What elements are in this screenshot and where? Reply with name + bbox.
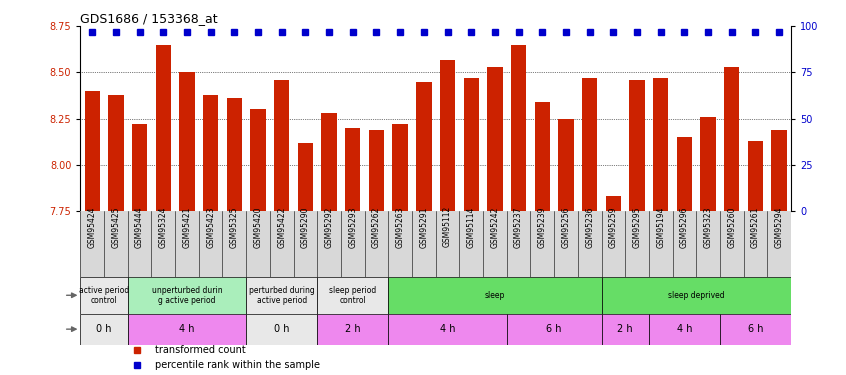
Text: sleep: sleep xyxy=(485,291,505,300)
Bar xyxy=(700,117,716,211)
Bar xyxy=(535,102,550,211)
Bar xyxy=(606,196,621,211)
Text: sleep period
control: sleep period control xyxy=(329,286,376,305)
Bar xyxy=(507,314,602,345)
Bar xyxy=(464,78,479,211)
Bar xyxy=(772,130,787,211)
Bar xyxy=(602,277,791,314)
Text: 0 h: 0 h xyxy=(274,324,289,334)
Text: sleep deprived: sleep deprived xyxy=(668,291,724,300)
Bar xyxy=(128,277,246,314)
Bar xyxy=(298,143,313,211)
Text: active period
control: active period control xyxy=(79,286,129,305)
Bar xyxy=(416,82,431,211)
Text: 4 h: 4 h xyxy=(440,324,455,334)
Bar xyxy=(440,60,455,211)
Text: 4 h: 4 h xyxy=(179,324,195,334)
Bar xyxy=(653,78,668,211)
Bar xyxy=(85,91,100,211)
Bar xyxy=(511,45,526,211)
Bar xyxy=(317,314,388,345)
Bar xyxy=(246,277,317,314)
Bar xyxy=(250,110,266,211)
Bar xyxy=(393,124,408,211)
Bar xyxy=(649,314,720,345)
Bar xyxy=(629,80,645,211)
Bar xyxy=(602,314,649,345)
Text: 2 h: 2 h xyxy=(345,324,360,334)
Bar xyxy=(724,67,739,211)
Bar xyxy=(321,113,337,211)
Bar xyxy=(720,314,791,345)
Bar xyxy=(203,94,218,211)
Text: 2 h: 2 h xyxy=(618,324,633,334)
Text: 6 h: 6 h xyxy=(748,324,763,334)
Text: 6 h: 6 h xyxy=(547,324,562,334)
Bar xyxy=(345,128,360,211)
Bar xyxy=(369,130,384,211)
Text: unperturbed durin
g active period: unperturbed durin g active period xyxy=(151,286,222,305)
Bar xyxy=(108,94,124,211)
Bar xyxy=(748,141,763,211)
Text: GDS1686 / 153368_at: GDS1686 / 153368_at xyxy=(80,12,218,25)
Bar xyxy=(274,80,289,211)
Bar xyxy=(227,98,242,211)
Bar xyxy=(388,277,602,314)
Bar xyxy=(128,314,246,345)
Bar xyxy=(156,45,171,211)
Bar xyxy=(80,277,128,314)
Bar xyxy=(317,277,388,314)
Bar xyxy=(179,72,195,211)
Text: percentile rank within the sample: percentile rank within the sample xyxy=(155,360,320,370)
Text: 0 h: 0 h xyxy=(96,324,112,334)
Bar xyxy=(582,78,597,211)
Bar xyxy=(246,314,317,345)
Bar xyxy=(558,118,574,211)
Text: transformed count: transformed count xyxy=(155,345,245,355)
Bar xyxy=(132,124,147,211)
Bar xyxy=(80,314,128,345)
Bar xyxy=(388,314,507,345)
Bar xyxy=(677,137,692,211)
Text: 4 h: 4 h xyxy=(677,324,692,334)
Text: perturbed during
active period: perturbed during active period xyxy=(249,286,315,305)
Bar xyxy=(487,67,503,211)
